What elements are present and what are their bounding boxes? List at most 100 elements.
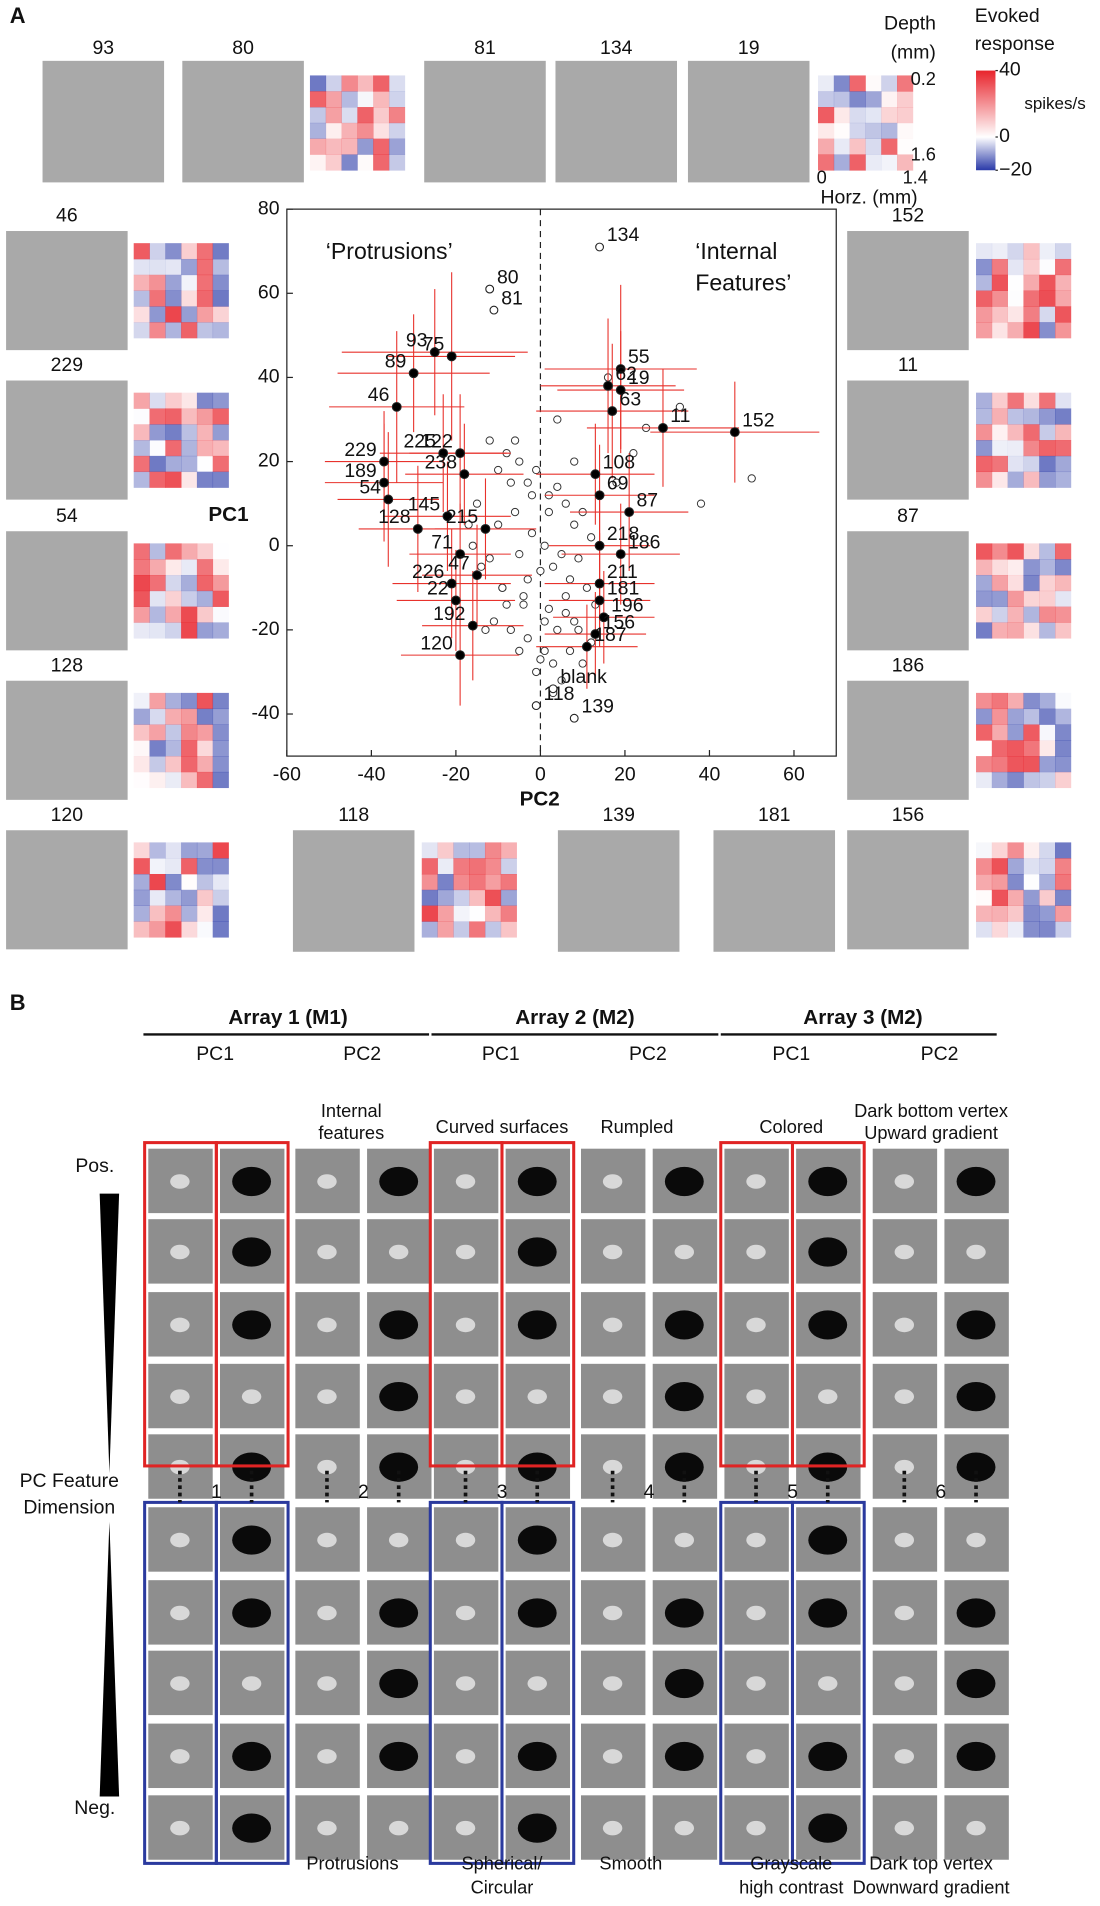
heatmap-cell <box>149 756 166 773</box>
heatmap-cell <box>373 154 390 171</box>
heatmap-cell <box>1039 574 1056 592</box>
point-label: 226 <box>412 561 444 583</box>
heatmap-cell <box>976 290 993 307</box>
label: 229 <box>51 354 83 376</box>
heatmap-cell <box>1055 590 1072 607</box>
thumbnail-shape <box>241 1676 262 1691</box>
heatmap-cell <box>991 740 1008 757</box>
label: PC Feature <box>20 1470 119 1492</box>
heatmap-cell <box>149 692 166 710</box>
point <box>544 507 554 517</box>
thumbnail-shape <box>894 1317 915 1333</box>
heatmap-cell <box>373 122 390 139</box>
heatmap-cell <box>165 290 182 307</box>
label: 1 <box>211 1481 222 1503</box>
x-tick-label: 60 <box>783 764 805 786</box>
heatmap-cell <box>149 306 166 323</box>
heatmap-cell <box>1039 243 1056 260</box>
thumbnail-shape <box>455 1174 476 1189</box>
heatmap-cell <box>341 75 358 92</box>
heatmap-cell <box>1023 543 1040 560</box>
point <box>485 284 495 294</box>
heatmap-cell <box>1055 258 1072 276</box>
x-tick-label: -20 <box>442 764 470 786</box>
heatmap-cell <box>991 858 1008 875</box>
heatmap-cell <box>181 874 197 890</box>
heatmap-cell <box>149 290 166 307</box>
thumbnail-shape <box>379 1166 419 1197</box>
heatmap-cell <box>1055 693 1071 709</box>
triangle <box>99 1521 120 1797</box>
heatmap-cell <box>976 622 993 639</box>
heatmap-cell <box>149 905 166 922</box>
thumbnail-shape <box>894 1389 915 1404</box>
heatmap-cell <box>373 75 390 92</box>
heatmap-cell <box>818 138 835 155</box>
heatmap-cell <box>388 107 406 124</box>
label: Neg. <box>74 1797 115 1819</box>
label: 134 <box>600 37 633 59</box>
stimulus-image <box>424 60 546 183</box>
heatmap-cell <box>1055 858 1072 875</box>
heatmap-cell <box>421 858 438 875</box>
point <box>582 583 592 592</box>
heatmap-cell <box>149 873 166 891</box>
heatmap-cell <box>165 440 182 457</box>
heatmap-cell <box>212 274 229 291</box>
heatmap-cell <box>149 559 166 576</box>
point-label: 62 <box>615 363 637 385</box>
point <box>455 549 466 560</box>
point <box>455 448 466 459</box>
stimulus-image <box>6 531 128 651</box>
label: 128 <box>51 654 83 676</box>
heatmap-cell <box>1007 858 1024 875</box>
label: Protrusions <box>306 1852 398 1873</box>
heatmap-cell <box>897 154 914 171</box>
thumbnail-shape <box>388 1820 409 1836</box>
heatmap-cell <box>1007 708 1024 725</box>
heatmap-cell <box>1007 905 1024 922</box>
heatmap-cell <box>897 91 914 108</box>
thumbnail-shape <box>602 1389 623 1404</box>
point-label: blank <box>560 666 607 688</box>
heatmap-cell <box>196 424 214 441</box>
heatmap-cell <box>212 740 229 757</box>
heatmap-cell <box>976 921 993 938</box>
point <box>540 646 549 656</box>
point-label: 156 <box>603 611 635 633</box>
heatmap-cell <box>133 606 150 623</box>
heatmap-cell <box>373 107 390 124</box>
heatmap-cell <box>181 858 198 875</box>
label: 4 <box>644 1481 655 1503</box>
heatmap-cell <box>976 392 993 409</box>
heatmap-cell <box>1039 559 1056 576</box>
point-label: 89 <box>385 350 407 372</box>
point <box>510 507 520 517</box>
x-axis-label: PC2 <box>520 787 560 810</box>
heatmap-cell <box>833 107 850 124</box>
thumbnail-shape <box>664 1598 704 1628</box>
heatmap-cell <box>165 392 182 409</box>
point <box>519 600 528 609</box>
point <box>536 566 545 576</box>
heatmap-cell <box>833 138 850 155</box>
heatmap-cell <box>437 873 454 891</box>
heatmap-cell <box>388 138 406 155</box>
point <box>531 701 541 711</box>
point-label: 189 <box>344 460 376 482</box>
label: (mm) <box>891 42 936 64</box>
heatmap-cell <box>165 622 182 639</box>
point <box>523 575 532 584</box>
thumbnail-shape <box>956 1598 996 1628</box>
heatmap-cell <box>976 306 993 323</box>
heatmap-cell <box>1039 905 1056 922</box>
label: Grayscale <box>750 1852 832 1873</box>
point <box>565 575 575 584</box>
point <box>455 650 466 661</box>
stimulus-image <box>182 60 304 183</box>
heatmap-cell <box>1039 842 1056 859</box>
heatmap-cell <box>1055 559 1072 576</box>
heatmap-cell <box>500 873 517 891</box>
heatmap-cell <box>165 606 182 623</box>
point <box>532 667 541 677</box>
